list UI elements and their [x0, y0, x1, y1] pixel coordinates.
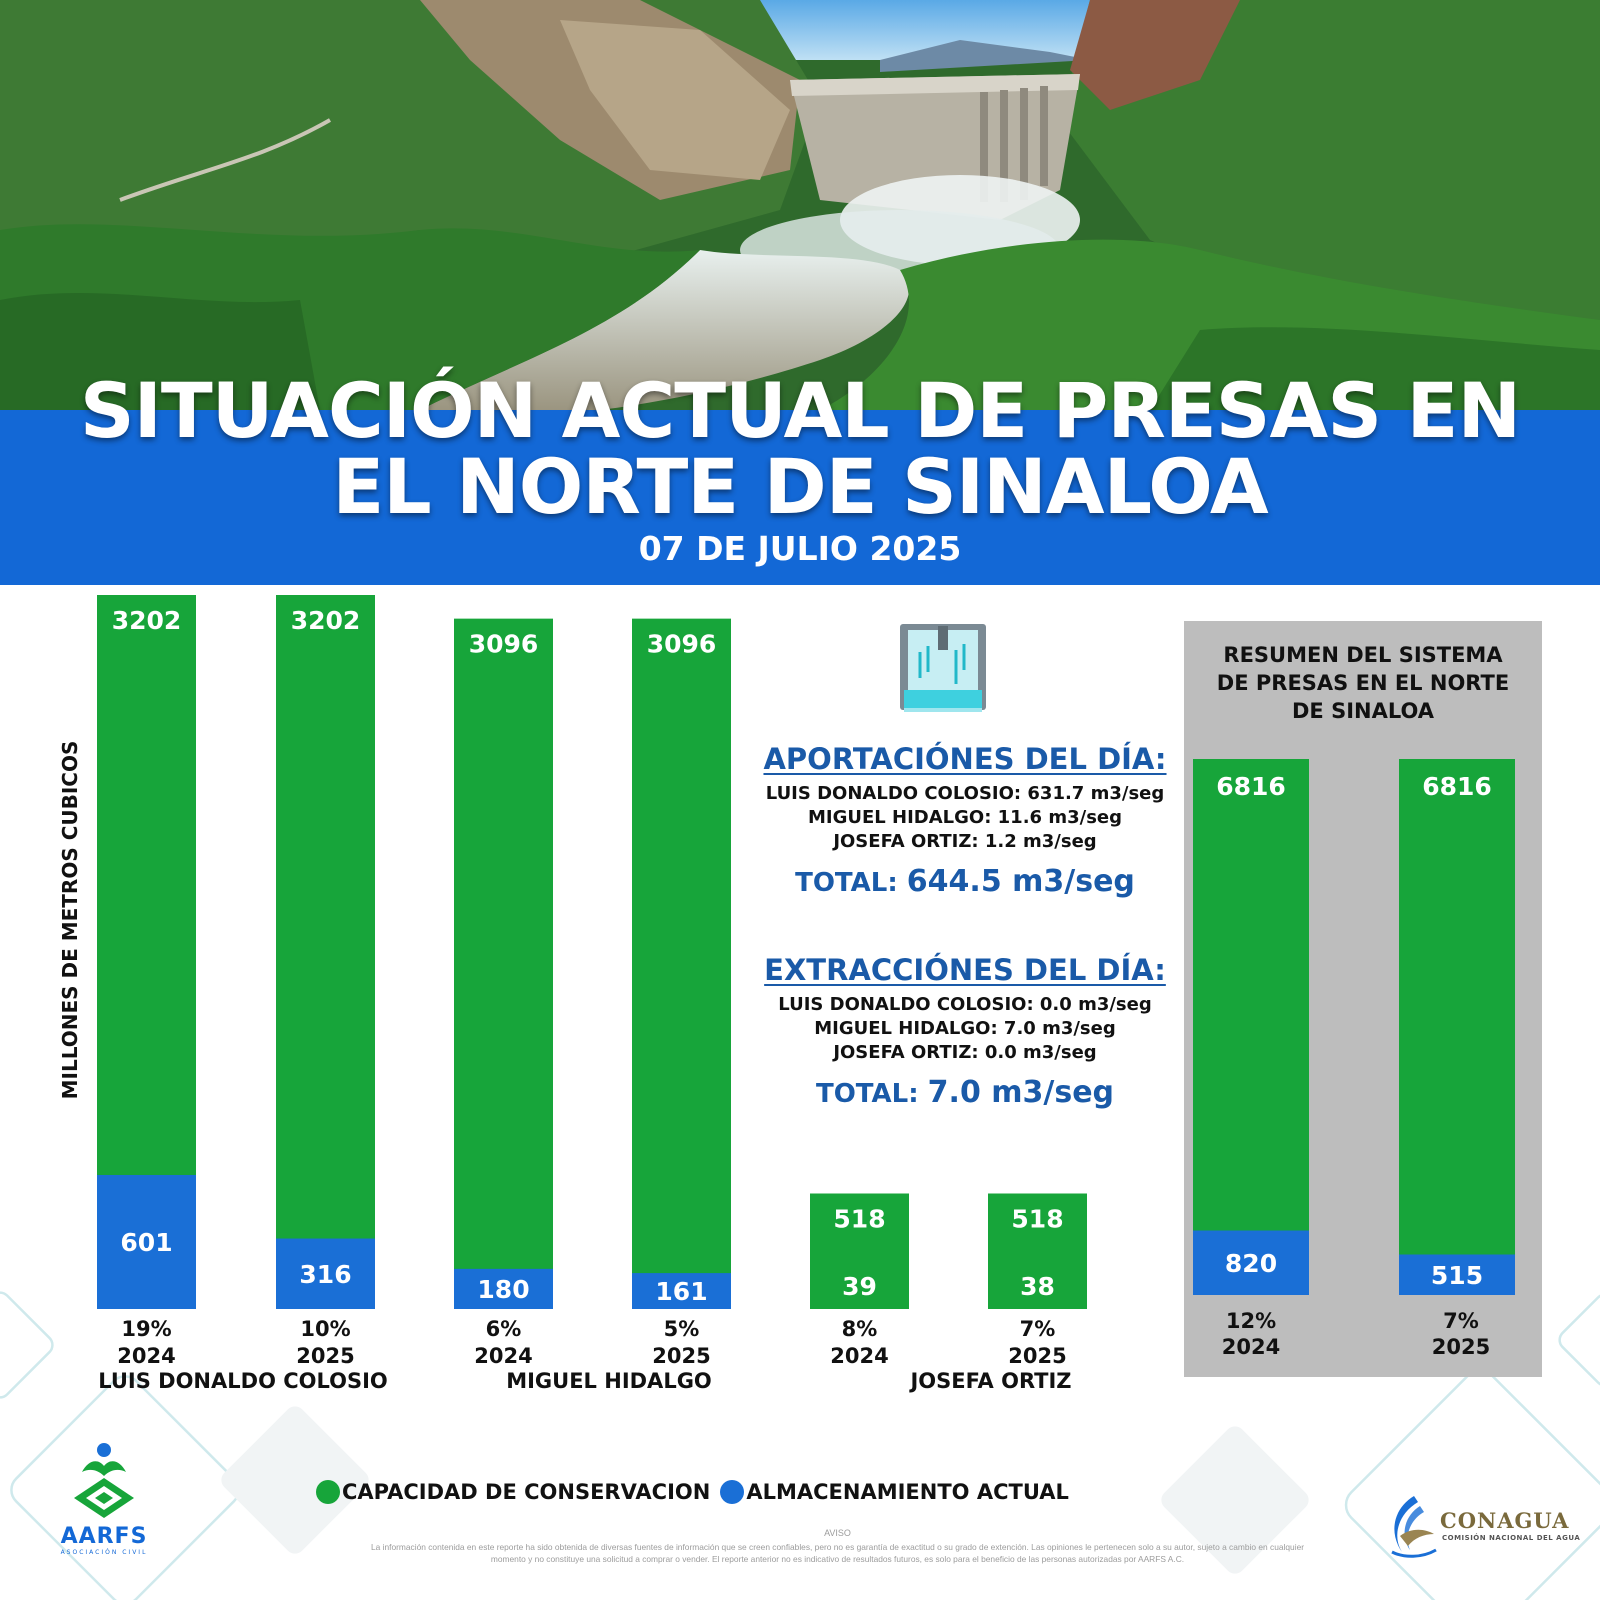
year-tick-label: 2025 — [1008, 1344, 1066, 1368]
percent-label: 5% — [664, 1317, 700, 1341]
percent-label: 10% — [300, 1317, 350, 1341]
storage-bar — [454, 1268, 553, 1309]
aportaciones-total-label: TOTAL: — [795, 868, 898, 898]
storage-bar — [632, 1273, 731, 1309]
extracciones-line: JOSEFA ORTIZ: 0.0 m3/seg — [833, 1042, 1097, 1063]
extracciones-line: MIGUEL HIDALGO: 7.0 m3/seg — [814, 1018, 1116, 1039]
storage-value-label: 601 — [120, 1228, 172, 1257]
storage-value-label: 38 — [1020, 1272, 1055, 1301]
capacity-value-label: 518 — [1011, 1204, 1063, 1233]
extracciones-heading: EXTRACCIÓNES DEL DÍA: — [764, 953, 1166, 987]
extracciones-total: TOTAL: 7.0 m3/seg — [735, 1075, 1195, 1110]
aarfs-name: AARFS — [60, 1524, 148, 1549]
summary-storage-bar — [1399, 1254, 1515, 1295]
dam-group-label: LUIS DONALDO COLOSIO — [98, 1369, 388, 1393]
conagua-logo: CONAGUA COMISIÓN NACIONAL DEL AGUA — [1384, 1492, 1584, 1562]
aarfs-subtitle: ASOCIACIÓN CIVIL — [60, 1549, 148, 1556]
summary-percent-label: 12% — [1226, 1309, 1276, 1333]
y-axis-label-text: MILLONES DE METROS CUBICOS — [58, 740, 82, 1100]
summary-year-tick-label: 2024 — [1222, 1335, 1280, 1359]
summary-year-tick-label: 2025 — [1432, 1335, 1490, 1359]
percent-label: 19% — [121, 1317, 171, 1341]
aarfs-logo: AARFS ASOCIACIÓN CIVIL — [44, 1442, 164, 1556]
chart-legend: CAPACIDAD DE CONSERVACION ALMACENAMIENTO… — [316, 1477, 1079, 1507]
storage-bar — [97, 1174, 196, 1309]
storage-value-label: 39 — [842, 1272, 877, 1301]
summary-capacity-value-label: 6816 — [1422, 772, 1492, 801]
aportaciones-line: MIGUEL HIDALGO: 11.6 m3/seg — [807, 807, 1122, 828]
capacity-swatch — [316, 1480, 340, 1504]
title-band — [0, 410, 1600, 585]
capacity-bar — [632, 618, 731, 1309]
year-tick-label: 2025 — [296, 1344, 354, 1368]
conagua-subtitle: COMISIÓN NACIONAL DEL AGUA — [1442, 1534, 1581, 1542]
summary-capacity-value-label: 6816 — [1216, 772, 1286, 801]
summary-storage-bar — [1193, 1230, 1309, 1295]
capacity-value-label: 518 — [833, 1204, 885, 1233]
dam-group-label: MIGUEL HIDALGO — [506, 1369, 712, 1393]
summary-title-line-2: DE PRESAS EN EL NORTE — [1216, 671, 1510, 695]
legend-label-capacity: CAPACIDAD DE CONSERVACION — [342, 1480, 711, 1504]
conagua-name: CONAGUA — [1440, 1508, 1570, 1533]
percent-label: 6% — [486, 1317, 522, 1341]
extracciones-total-label: TOTAL: — [815, 1079, 919, 1109]
capacity-value-label: 3202 — [291, 606, 361, 635]
hero-photo — [0, 0, 1600, 410]
disclaimer-title: AVISO — [824, 1528, 851, 1538]
disclaimer-text: La información contenida en este reporte… — [370, 1541, 1305, 1565]
summary-storage-value-label: 515 — [1431, 1261, 1483, 1290]
conagua-emblem — [1391, 1496, 1437, 1558]
storage-swatch — [720, 1480, 745, 1504]
dam-icon — [900, 624, 986, 712]
percent-label: 7% — [1020, 1317, 1056, 1341]
legend-item-storage: ALMACENAMIENTO ACTUAL — [720, 1480, 1069, 1504]
storage-bar — [276, 1238, 375, 1309]
aportaciones-line: LUIS DONALDO COLOSIO: 631.7 m3/seg — [765, 783, 1165, 804]
aarfs-emblem — [74, 1443, 134, 1518]
summary-capacity-bar — [1193, 759, 1309, 1295]
year-tick-label: 2024 — [117, 1344, 175, 1368]
aportaciones-total: TOTAL: 644.5 m3/seg — [735, 864, 1195, 899]
capacity-bar — [276, 595, 375, 1309]
page-title-line-1: SITUACIÓN ACTUAL DE PRESAS EN — [79, 366, 1521, 455]
extracciones-total-value: 7.0 m3/seg — [927, 1075, 1115, 1110]
extracciones-section: EXTRACCIÓNES DEL DÍA: LUIS DONALDO COLOS… — [735, 953, 1195, 1110]
disclaimer: AVISO La información contenida en este r… — [365, 1527, 1310, 1566]
summary-storage-value-label: 820 — [1225, 1249, 1277, 1278]
aportaciones-section: APORTACIÓNES DEL DÍA: LUIS DONALDO COLOS… — [735, 742, 1195, 899]
summary-title-line-1: RESUMEN DEL SISTEMA — [1223, 643, 1503, 667]
summary-title: RESUMEN DEL SISTEMA DE PRESAS EN EL NORT… — [1184, 641, 1542, 725]
summary-capacity-bar — [1399, 759, 1515, 1295]
summary-title-line-3: DE SINALOA — [1291, 699, 1435, 723]
dam-landscape-illustration — [0, 0, 1600, 410]
dam-group-label: JOSEFA ORTIZ — [908, 1369, 1071, 1393]
capacity-bar — [988, 1193, 1087, 1309]
storage-value-label: 180 — [477, 1275, 529, 1304]
percent-label: 8% — [842, 1317, 878, 1341]
capacity-value-label: 3096 — [469, 630, 539, 659]
year-tick-label: 2024 — [474, 1344, 532, 1368]
aportaciones-total-value: 644.5 m3/seg — [906, 864, 1135, 899]
storage-value-label: 316 — [299, 1260, 351, 1289]
capacity-bar — [454, 618, 553, 1309]
summary-percent-label: 7% — [1443, 1309, 1479, 1333]
aportaciones-heading: APORTACIÓNES DEL DÍA: — [763, 742, 1167, 776]
report-date: 07 DE JULIO 2025 — [638, 529, 962, 568]
capacity-value-label: 3096 — [647, 630, 717, 659]
legend-item-capacity: CAPACIDAD DE CONSERVACION — [316, 1480, 710, 1504]
capacity-bar — [810, 1193, 909, 1309]
storage-value-label: 161 — [655, 1277, 707, 1306]
extracciones-line: LUIS DONALDO COLOSIO: 0.0 m3/seg — [778, 994, 1152, 1015]
capacity-value-label: 3202 — [112, 606, 182, 635]
year-tick-label: 2024 — [830, 1344, 888, 1368]
aportaciones-line: JOSEFA ORTIZ: 1.2 m3/seg — [833, 831, 1097, 852]
page-title-line-2: EL NORTE DE SINALOA — [332, 442, 1268, 531]
legend-label-storage: ALMACENAMIENTO ACTUAL — [746, 1480, 1069, 1504]
year-tick-label: 2025 — [652, 1344, 710, 1368]
